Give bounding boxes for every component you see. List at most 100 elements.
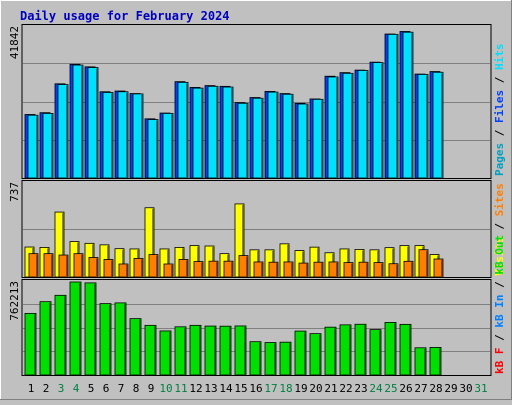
hits-legend-separator: /: [493, 123, 506, 143]
hits-bar-hits-day-26: [402, 31, 414, 179]
kbytes-legend: kB F / kB In / kB Out: [493, 235, 506, 374]
hits-max-label: 41842: [8, 26, 21, 59]
x-tick-label-day-26: 26: [399, 382, 412, 395]
x-tick-label-day-10: 10: [159, 382, 172, 395]
hits-bar-shade-day-7: [126, 92, 128, 178]
hits-bar-shade-day-11: [186, 83, 188, 178]
sites-bar-sites-day-13: [208, 260, 219, 278]
x-tick-label-day-13: 13: [204, 382, 217, 395]
x-tick-label-day-30: 30: [459, 382, 472, 395]
hits-bar-shade-day-16: [261, 99, 263, 178]
hits-legend-pages: Pages: [493, 143, 506, 176]
sites-bar-sites-day-21: [328, 261, 339, 278]
hits-bar-shade-day-15: [246, 104, 248, 178]
kbytes-bar-kb-out-day-25: [384, 322, 397, 376]
kbytes-bar-shade-day-13: [214, 327, 216, 375]
hits-bar-hits-day-11: [177, 81, 189, 179]
kbytes-bar-kb-out-day-2: [39, 301, 52, 376]
hits-bar-shade-day-28: [441, 73, 443, 178]
hits-bar-shade-day-18: [291, 95, 293, 178]
sites-bar-sites-day-5: [88, 257, 99, 278]
kbytes-max-label: 762213: [8, 281, 21, 321]
kbytes-bar-shade-day-27: [424, 348, 426, 375]
sites-bar-shade-day-22: [351, 263, 353, 277]
chart-title: Daily usage for February 2024: [20, 9, 230, 23]
hits-bar-shade-day-5: [96, 68, 98, 178]
sites-bar-shade-day-7: [122, 249, 124, 277]
hits-bar-shade-day-3: [66, 85, 68, 178]
x-tick-label-day-4: 4: [73, 382, 80, 395]
kbytes-bar-kb-out-day-23: [354, 323, 367, 376]
kbytes-bar-kb-out-day-21: [324, 326, 337, 376]
x-tick-label-day-21: 21: [324, 382, 337, 395]
kbytes-bar-kb-out-day-1: [24, 312, 37, 376]
x-tick-label-day-9: 9: [148, 382, 155, 395]
sites-bar-shade-day-18: [287, 244, 289, 277]
hits-bar-shade-day-20: [321, 100, 323, 178]
sites-bar-shade-day-20: [321, 263, 323, 277]
sites-bar-sites-day-4: [73, 253, 84, 278]
x-tick-label-day-24: 24: [369, 382, 383, 395]
kbytes-bar-kb-out-day-19: [294, 330, 307, 376]
kbytes-bar-kb-out-day-12: [189, 324, 202, 376]
kbytes-bar-kb-out-day-8: [129, 318, 142, 376]
hits-bar-shade-day-26: [411, 33, 413, 178]
sites-bar-shade-day-2: [51, 254, 53, 277]
sites-bar-shade-day-9: [156, 255, 158, 277]
x-tick-label-day-25: 25: [384, 382, 397, 395]
sites-bar-sites-day-28: [433, 258, 444, 278]
sites-bar-sites-day-18: [283, 261, 294, 278]
sites-bar-sites-day-26: [403, 260, 414, 278]
sites-bar-sites-day-12: [193, 261, 204, 278]
sites-bar-shade-day-13: [216, 262, 218, 277]
hits-bar-hits-day-18: [282, 93, 294, 179]
x-tick-label-day-23: 23: [354, 382, 367, 395]
hits-bar-hits-day-20: [312, 98, 324, 179]
kbytes-bar-kb-out-day-26: [399, 323, 412, 376]
kbytes-bar-shade-day-8: [139, 319, 141, 375]
hits-bar-hits-day-9: [147, 119, 159, 179]
hits-bar-hits-day-1: [27, 114, 39, 179]
kbytes-bar-kb-out-day-17: [264, 342, 277, 376]
x-tick-label-day-18: 18: [279, 382, 292, 395]
sites-bar-shade-day-17: [276, 263, 278, 277]
hits-bar-shade-day-10: [171, 114, 173, 178]
x-tick-label-day-29: 29: [444, 382, 457, 395]
sites-bar-sites-day-10: [163, 263, 174, 278]
kbytes-bar-kb-out-day-27: [414, 347, 427, 376]
kbytes-legend-separator: /: [493, 275, 506, 295]
kbytes-bar-shade-day-7: [124, 303, 126, 375]
sites-legend-sites: Sites: [493, 183, 506, 216]
kbytes-bar-kb-out-day-4: [69, 281, 82, 376]
sites-bar-sites-day-19: [298, 262, 309, 278]
sites-bar-shade-day-24: [381, 263, 383, 277]
hits-legend-separator: /: [493, 70, 506, 90]
kbytes-bar-shade-day-1: [34, 314, 36, 375]
kbytes-bar-kb-out-day-9: [144, 324, 157, 376]
sites-bar-sites-day-16: [253, 261, 264, 278]
kbytes-bar-shade-day-19: [304, 332, 306, 375]
hits-bar-hits-day-6: [102, 92, 114, 179]
x-tick-label-day-3: 3: [58, 382, 65, 395]
x-tick-label-day-14: 14: [219, 382, 233, 395]
sites-bar-sites-day-6: [103, 259, 114, 278]
kbytes-legend-kb-in: kB In: [493, 295, 506, 328]
sites-bar-shade-day-3: [66, 256, 68, 277]
hits-legend-hits: Hits: [493, 44, 506, 71]
sites-legend-visits: Visits: [493, 236, 506, 276]
x-tick-label-day-7: 7: [118, 382, 125, 395]
sites-bar-shade-day-25: [396, 264, 398, 277]
sites-bar-shade-day-4: [81, 254, 83, 277]
kbytes-bar-kb-out-day-15: [234, 325, 247, 376]
sites-bar-shade-day-5: [96, 258, 98, 277]
x-tick-label-day-17: 17: [264, 382, 277, 395]
kbytes-bar-shade-day-20: [319, 334, 321, 375]
sites-legend-separator: /: [493, 216, 506, 236]
kbytes-bar-kb-out-day-3: [54, 294, 67, 376]
x-tick-label-day-22: 22: [339, 382, 352, 395]
sites-bar-sites-day-22: [343, 262, 354, 278]
axis-labels: 41842 Pages / Files / Hits 737 Visits / Sit…: [8, 26, 506, 395]
hits-bar-shade-day-22: [351, 74, 353, 178]
hits-bar-hits-day-4: [72, 64, 84, 179]
